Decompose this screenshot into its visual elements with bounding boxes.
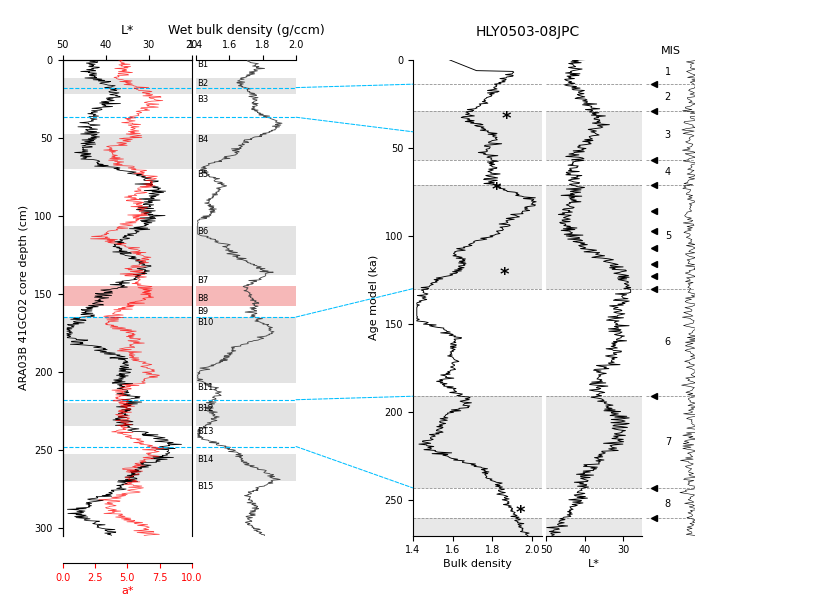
Bar bbox=[546, 518, 642, 536]
Text: B9: B9 bbox=[197, 307, 208, 316]
Text: 5: 5 bbox=[665, 231, 671, 241]
X-axis label: Bulk density: Bulk density bbox=[443, 559, 512, 569]
Bar bbox=[413, 184, 542, 289]
Bar bbox=[63, 286, 192, 306]
Text: 6: 6 bbox=[665, 337, 671, 346]
Text: B12: B12 bbox=[197, 403, 214, 412]
Text: *: * bbox=[501, 111, 511, 129]
Text: B15: B15 bbox=[197, 482, 214, 491]
Bar bbox=[196, 403, 296, 426]
Bar bbox=[196, 227, 296, 275]
Text: B4: B4 bbox=[197, 135, 208, 144]
Bar bbox=[413, 111, 542, 160]
Text: B2: B2 bbox=[197, 79, 208, 88]
Text: *: * bbox=[515, 503, 525, 522]
Bar bbox=[196, 78, 296, 94]
Text: B8: B8 bbox=[197, 295, 208, 303]
Text: B1: B1 bbox=[197, 60, 208, 69]
Text: B14: B14 bbox=[197, 455, 214, 464]
Text: 4: 4 bbox=[665, 167, 671, 177]
Text: 1: 1 bbox=[665, 67, 671, 77]
Y-axis label: Age model (ka): Age model (ka) bbox=[369, 255, 379, 340]
Bar bbox=[546, 184, 642, 289]
Bar bbox=[63, 78, 192, 94]
Title: L*: L* bbox=[121, 24, 133, 37]
X-axis label: L*: L* bbox=[588, 559, 600, 569]
Text: 8: 8 bbox=[665, 499, 671, 509]
Bar bbox=[63, 227, 192, 275]
Text: HLY0503-08JPC: HLY0503-08JPC bbox=[475, 24, 580, 39]
Bar bbox=[63, 317, 192, 383]
Bar bbox=[63, 134, 192, 169]
Text: B6: B6 bbox=[197, 227, 208, 236]
Text: B13: B13 bbox=[197, 427, 214, 436]
Text: 7: 7 bbox=[665, 437, 671, 447]
Bar bbox=[196, 134, 296, 169]
Text: B3: B3 bbox=[197, 95, 208, 104]
Bar bbox=[196, 286, 296, 306]
Text: *: * bbox=[500, 265, 509, 284]
Title: MIS: MIS bbox=[661, 46, 681, 56]
Text: 2: 2 bbox=[665, 92, 671, 102]
Title: Wet bulk density (g/ccm): Wet bulk density (g/ccm) bbox=[168, 24, 324, 37]
Bar bbox=[413, 518, 542, 536]
Y-axis label: ARA03B 41GC02 core depth (cm): ARA03B 41GC02 core depth (cm) bbox=[18, 205, 28, 390]
Bar bbox=[63, 455, 192, 481]
X-axis label: a*: a* bbox=[121, 586, 133, 595]
Text: B5: B5 bbox=[197, 170, 208, 178]
Bar bbox=[546, 396, 642, 488]
Bar bbox=[63, 403, 192, 426]
Bar bbox=[413, 396, 542, 488]
Bar bbox=[546, 111, 642, 160]
Bar bbox=[196, 317, 296, 383]
Text: 3: 3 bbox=[665, 130, 671, 140]
Text: B7: B7 bbox=[197, 275, 208, 284]
Text: B10: B10 bbox=[197, 318, 214, 327]
Text: B11: B11 bbox=[197, 383, 214, 392]
Bar bbox=[196, 455, 296, 481]
Text: *: * bbox=[491, 181, 501, 199]
